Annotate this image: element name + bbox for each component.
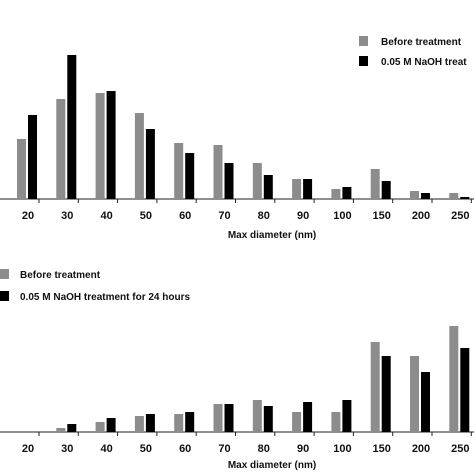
bar-before-treatment <box>56 428 66 432</box>
bar-before-treatment <box>410 356 419 432</box>
bar-before-treatment <box>252 163 262 199</box>
bar-before-treatment <box>213 145 223 199</box>
legend-label: Before treatment <box>20 270 101 281</box>
bar-before-treatment <box>252 400 262 432</box>
x-tick-label: 30 <box>61 443 73 455</box>
x-tick-label: 70 <box>218 210 230 222</box>
bar-naoh-treatment <box>303 179 313 199</box>
x-tick-label: 60 <box>179 210 191 222</box>
legend-label: 0.05 M NaOH treat <box>381 57 467 68</box>
x-tick-label: 90 <box>297 443 309 455</box>
legend-swatch <box>0 291 9 301</box>
x-tick-label: 40 <box>100 210 112 222</box>
bar-before-treatment <box>134 416 144 432</box>
bar-naoh-treatment <box>145 129 155 199</box>
bar-naoh-treatment <box>185 412 195 432</box>
legend-swatch <box>359 56 368 66</box>
bar-before-treatment <box>213 404 223 432</box>
bottom-bar-chart: 20304050607080901001502002503Max diamete… <box>0 269 474 471</box>
bar-naoh-treatment <box>303 402 313 432</box>
x-tick-label: 250 <box>451 443 469 455</box>
bar-naoh-treatment <box>342 400 352 432</box>
x-axis-title: Max diameter (nm) <box>228 460 316 471</box>
bar-naoh-treatment <box>67 55 77 199</box>
bar-before-treatment <box>370 169 380 199</box>
x-tick-label: 250 <box>451 210 469 222</box>
bar-before-treatment <box>449 326 459 432</box>
bar-naoh-treatment <box>224 163 234 199</box>
x-tick-label: 50 <box>140 443 152 455</box>
bar-naoh-treatment <box>342 187 352 199</box>
bar-naoh-treatment <box>460 348 470 432</box>
x-tick-label: 200 <box>412 443 430 455</box>
x-tick-label: 80 <box>258 443 270 455</box>
bar-before-treatment <box>95 422 105 432</box>
bar-naoh-treatment <box>460 197 470 199</box>
x-tick-label: 40 <box>100 443 112 455</box>
legend-swatch <box>359 36 368 46</box>
x-tick-label: 150 <box>373 443 391 455</box>
bar-naoh-treatment <box>381 181 391 199</box>
bar-naoh-treatment <box>145 414 155 432</box>
bar-naoh-treatment <box>263 175 273 199</box>
x-tick-label: 80 <box>258 210 270 222</box>
bar-before-treatment <box>95 93 105 199</box>
bar-before-treatment <box>17 139 26 199</box>
bar-naoh-treatment <box>421 372 430 432</box>
top-bar-chart: 20304050607080901001502002503Max diamete… <box>0 36 474 241</box>
x-tick-label: 60 <box>179 443 191 455</box>
x-tick-label: 20 <box>22 210 34 222</box>
bar-before-treatment <box>370 342 380 432</box>
x-tick-label: 100 <box>333 210 351 222</box>
bar-naoh-treatment <box>28 115 37 199</box>
bar-naoh-treatment <box>106 418 116 432</box>
legend-label: Before treatment <box>381 37 462 48</box>
bar-naoh-treatment <box>381 356 391 432</box>
bar-before-treatment <box>292 179 302 199</box>
x-axis-title: Max diameter (nm) <box>228 230 316 241</box>
x-tick-label: 100 <box>333 443 351 455</box>
bar-before-treatment <box>331 189 341 199</box>
bar-naoh-treatment <box>106 91 116 199</box>
bar-before-treatment <box>449 193 459 199</box>
bar-naoh-treatment <box>421 193 430 199</box>
bar-naoh-treatment <box>263 406 273 432</box>
bar-before-treatment <box>174 414 184 432</box>
bar-before-treatment <box>56 99 66 199</box>
bar-before-treatment <box>134 113 144 199</box>
bar-naoh-treatment <box>224 404 234 432</box>
x-tick-label: 50 <box>140 210 152 222</box>
x-tick-label: 200 <box>412 210 430 222</box>
x-tick-label: 70 <box>218 443 230 455</box>
bar-naoh-treatment <box>67 424 77 432</box>
x-tick-label: 90 <box>297 210 309 222</box>
x-tick-label: 20 <box>22 443 34 455</box>
bar-before-treatment <box>174 143 184 199</box>
bar-before-treatment <box>410 191 419 199</box>
x-tick-label: 150 <box>373 210 391 222</box>
x-tick-label: 30 <box>61 210 73 222</box>
bar-before-treatment <box>292 412 302 432</box>
legend-label: 0.05 M NaOH treatment for 24 hours <box>20 292 190 303</box>
bar-before-treatment <box>331 412 341 432</box>
legend-swatch <box>0 269 9 279</box>
bar-naoh-treatment <box>185 153 195 199</box>
